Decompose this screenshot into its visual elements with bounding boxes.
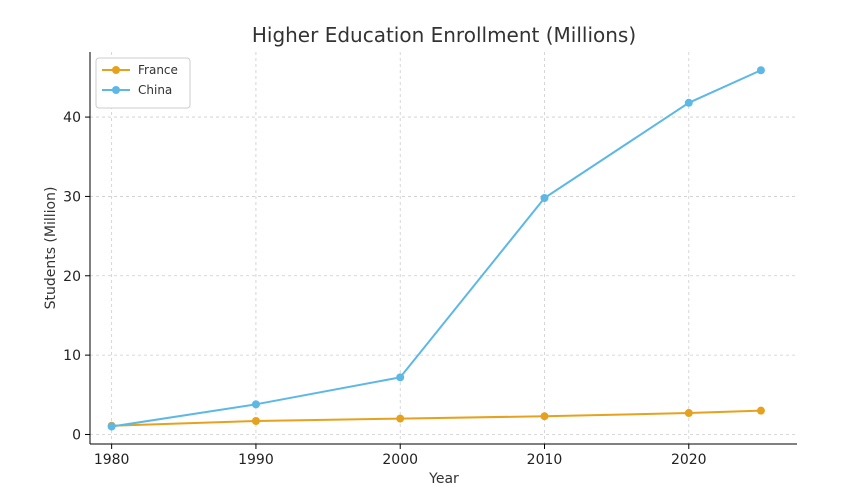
grid-lines: [90, 52, 797, 444]
x-tick-label: 1990: [238, 452, 274, 468]
series-line-france: [111, 409, 761, 427]
data-point-france: [684, 409, 693, 418]
y-tick-label: 30: [63, 189, 81, 205]
y-tick-label: 10: [63, 348, 81, 364]
data-point-france: [396, 414, 405, 423]
x-tick-label: 2000: [382, 452, 418, 468]
axes: 1980 1990 2000 2010 2020 0 10 20 30 40: [63, 52, 797, 468]
legend-marker-france: [112, 66, 120, 74]
data-point-china: [540, 194, 549, 203]
legend-label-china: China: [138, 83, 172, 97]
x-tick-label: 2010: [527, 452, 563, 468]
y-tick-label: 0: [72, 427, 81, 443]
y-axis-label: Students (Million): [43, 187, 59, 310]
data-point-china: [251, 400, 260, 409]
y-tick-label: 20: [63, 269, 81, 285]
data-point-china: [684, 98, 693, 107]
legend-label-france: France: [138, 63, 178, 77]
data-point-china: [756, 66, 765, 75]
chart-title: Higher Education Enrollment (Millions): [252, 23, 636, 47]
series: [107, 66, 765, 431]
data-point-china: [396, 373, 405, 382]
x-tick-label: 2020: [671, 452, 707, 468]
x-axis-label: Year: [428, 471, 459, 487]
x-tick-label: 1980: [94, 452, 130, 468]
data-point-france: [251, 416, 260, 425]
series-line-china: [111, 69, 762, 428]
data-point-china: [107, 422, 116, 431]
legend-marker-china: [112, 86, 120, 94]
y-tick-label: 40: [63, 110, 81, 126]
data-point-france: [756, 406, 765, 415]
data-point-france: [540, 412, 549, 421]
legend: France China: [95, 57, 191, 109]
